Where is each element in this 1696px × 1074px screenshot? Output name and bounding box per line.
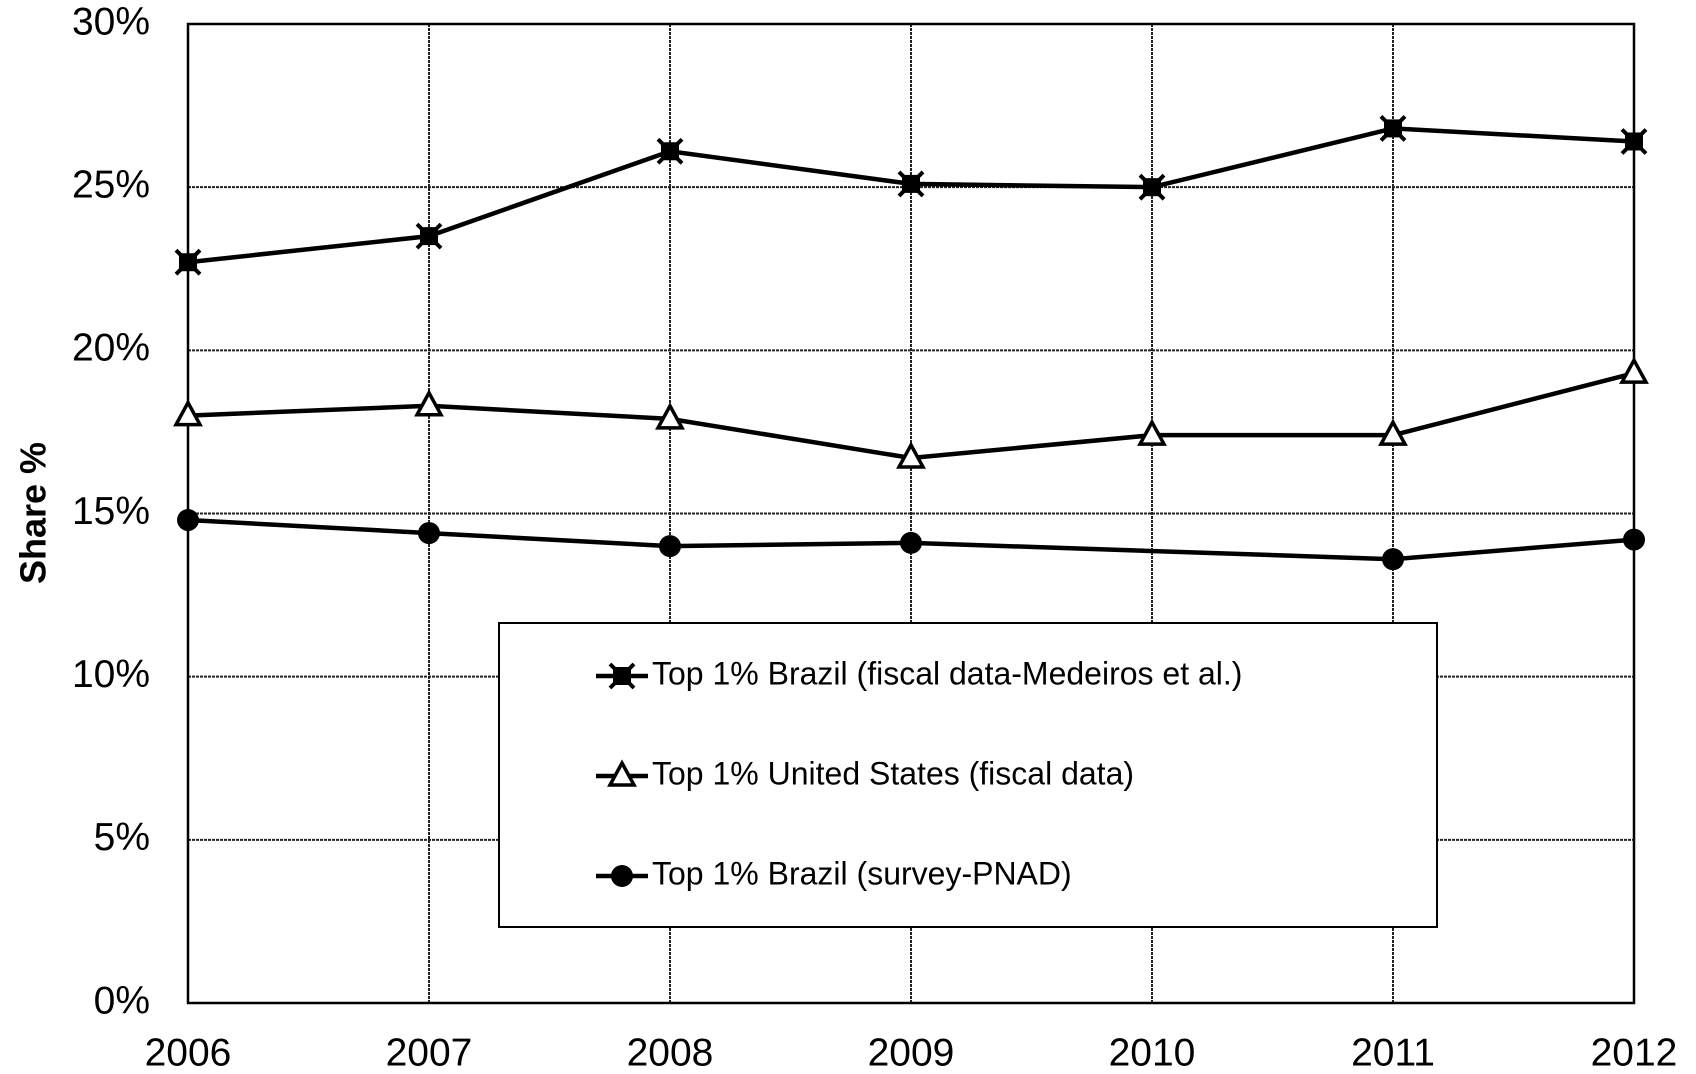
marker-x bbox=[415, 222, 443, 250]
marker bbox=[418, 522, 440, 545]
marker bbox=[1378, 418, 1408, 446]
marker bbox=[607, 759, 637, 787]
legend-label: Top 1% United States (fiscal data) bbox=[652, 755, 1134, 791]
marker bbox=[608, 662, 636, 690]
marker bbox=[1620, 128, 1648, 155]
marker bbox=[1623, 528, 1645, 551]
marker-x bbox=[656, 137, 684, 165]
marker bbox=[1619, 356, 1649, 384]
legend-label: Top 1% Brazil (fiscal data-Medeiros et a… bbox=[652, 655, 1242, 691]
marker bbox=[174, 248, 202, 276]
x-tick-label: 2012 bbox=[1591, 1031, 1678, 1074]
x-tick-label: 2011 bbox=[1351, 1031, 1435, 1074]
y-tick-label: 20% bbox=[72, 327, 150, 370]
marker bbox=[897, 170, 925, 198]
marker bbox=[1138, 173, 1166, 201]
x-tick-label: 2009 bbox=[868, 1031, 955, 1074]
marker bbox=[659, 535, 681, 558]
marker-x bbox=[1379, 115, 1407, 142]
marker bbox=[656, 137, 684, 165]
marker bbox=[177, 509, 199, 532]
marker-x bbox=[1138, 173, 1166, 201]
marker bbox=[173, 398, 203, 427]
y-tick-label: 5% bbox=[94, 816, 150, 859]
x-tick-label: 2010 bbox=[1109, 1031, 1196, 1074]
marker-x bbox=[897, 170, 925, 198]
series-line bbox=[187, 517, 1635, 562]
marker bbox=[896, 441, 926, 469]
y-tick-label: 0% bbox=[94, 979, 150, 1022]
marker bbox=[1382, 548, 1404, 571]
y-tick-label: 10% bbox=[72, 653, 150, 696]
marker-x bbox=[1620, 128, 1648, 155]
marker bbox=[655, 402, 685, 430]
y-tick-label: 25% bbox=[72, 163, 150, 206]
marker-x bbox=[608, 662, 636, 690]
legend: Top 1% Brazil (fiscal data-Medeiros et a… bbox=[498, 622, 1438, 928]
legend-box bbox=[498, 622, 1438, 928]
marker bbox=[900, 531, 922, 554]
legend-label: Top 1% Brazil (survey-PNAD) bbox=[652, 855, 1072, 891]
x-tick-label: 2008 bbox=[627, 1031, 714, 1074]
y-tick-label: 30% bbox=[72, 0, 150, 43]
x-tick-label: 2006 bbox=[145, 1031, 232, 1074]
marker bbox=[1379, 115, 1407, 142]
marker bbox=[415, 222, 443, 250]
y-axis-label: Share % bbox=[13, 442, 54, 584]
marker-x bbox=[174, 248, 202, 276]
marker bbox=[414, 389, 444, 417]
marker bbox=[611, 865, 633, 887]
y-tick-label: 15% bbox=[72, 490, 150, 533]
marker bbox=[1137, 418, 1167, 446]
x-tick-label: 2007 bbox=[386, 1031, 473, 1074]
